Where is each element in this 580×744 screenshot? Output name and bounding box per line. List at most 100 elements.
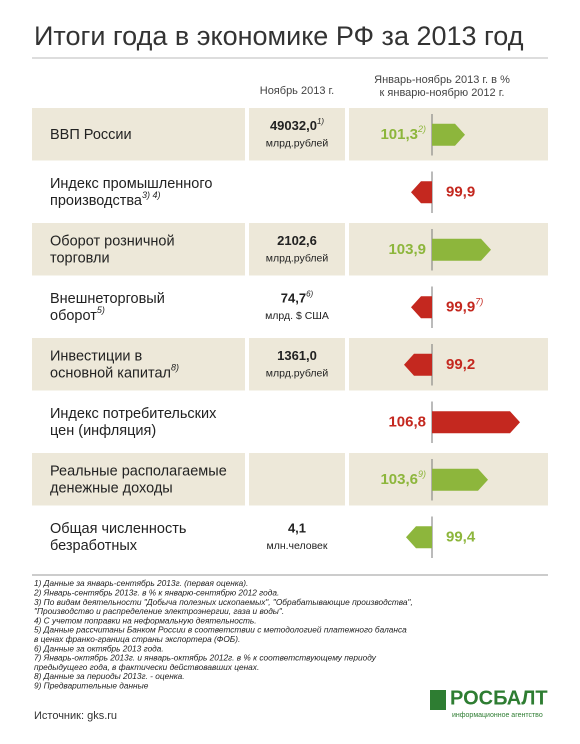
- footnote: в ценах франко-граница страны экспортера…: [34, 634, 240, 644]
- row-label: Общая численность: [50, 521, 186, 537]
- index-text: 103,9: [388, 241, 426, 258]
- label-text: Индекс промышленного: [50, 176, 212, 192]
- footnote: 5) Данные рассчитаны Банком России в соо…: [34, 625, 407, 635]
- label-text: Общая численность: [50, 521, 186, 537]
- footnote: 1) Данные за январь-сентябрь 2013г. (пер…: [34, 578, 248, 588]
- footnote: 3) По видам деятельности "Добыча полезны…: [34, 597, 413, 607]
- index-arrow: [432, 238, 491, 261]
- index-text: 99,2: [446, 356, 475, 373]
- logo-tagline: информационное агентство: [452, 712, 543, 719]
- index-label: 99,97): [446, 297, 483, 316]
- value: 74,76): [281, 289, 314, 305]
- index-arrow: [404, 353, 432, 376]
- index-arrow: [432, 411, 520, 434]
- index-arrow: [432, 468, 488, 491]
- row-bg: [249, 338, 345, 391]
- logo: РОСБАЛТ: [450, 687, 548, 709]
- footnote-ref: 5): [97, 305, 105, 315]
- value: 2102,6: [277, 233, 317, 248]
- footnote: "Производство и распределение электроэне…: [34, 606, 284, 616]
- footnote-ref: 2): [417, 124, 426, 134]
- footnote: предыдущего года, в фактически действова…: [34, 662, 259, 672]
- footnote-ref: 1): [317, 117, 324, 126]
- col-header: Январь-ноябрь 2013 г. в %: [374, 74, 510, 86]
- index-text: 106,8: [388, 413, 426, 430]
- footnote: 9) Предварительные данные: [34, 680, 149, 690]
- index-arrow: [406, 526, 432, 549]
- index-label: 101,32): [380, 124, 426, 143]
- footnote-ref: 8): [171, 363, 179, 373]
- index-text: 99,9: [446, 183, 475, 200]
- index-label: 106,8: [388, 413, 426, 430]
- row-bg: [32, 108, 245, 161]
- label-text: торговли: [50, 250, 110, 266]
- label-text: денежные доходы: [50, 480, 173, 496]
- value: 49032,01): [270, 117, 324, 133]
- label-text: оборот: [50, 308, 97, 324]
- row-bg: [32, 453, 245, 506]
- row-label: денежные доходы: [50, 480, 173, 496]
- row-bg: [32, 223, 245, 276]
- unit: млрд. $ США: [265, 310, 329, 322]
- index-label: 99,2: [446, 356, 475, 373]
- col-header: Ноябрь 2013 г.: [260, 85, 334, 97]
- row-label: Индекс потребительских: [50, 406, 217, 422]
- row-label: основной капитал8): [50, 363, 179, 381]
- label-text: цен (инфляция): [50, 423, 156, 439]
- row-label: безработных: [50, 538, 138, 554]
- source: Источник: gks.ru: [34, 710, 117, 722]
- footnote-ref: 7): [475, 297, 483, 307]
- row-bg: [32, 338, 245, 391]
- row-label: Инвестиции в: [50, 348, 143, 364]
- row-label: производства3) 4): [50, 190, 161, 208]
- label-text: Оборот розничной: [50, 233, 175, 249]
- label-text: Внешнеторговый: [50, 291, 165, 307]
- footnote: 4) С учетом поправки на неформальную дея…: [34, 615, 257, 625]
- label-text: ВВП России: [50, 127, 132, 143]
- index-label: 103,69): [380, 469, 426, 488]
- value-text: 4,1: [288, 521, 306, 536]
- value-text: 74,7: [281, 291, 306, 306]
- label-text: безработных: [50, 538, 138, 554]
- label-text: производства: [50, 193, 143, 209]
- row-bg: [249, 223, 345, 276]
- index-arrow: [432, 123, 465, 146]
- row-bg: [349, 338, 548, 391]
- index-label: 99,9: [446, 183, 475, 200]
- footnote: 7) Январь-октябрь 2013г. и январь-октябр…: [34, 653, 377, 663]
- index-text: 101,3: [380, 126, 418, 143]
- row-label: Внешнеторговый: [50, 291, 165, 307]
- value: 4,1: [288, 521, 306, 536]
- row-label: Оборот розничной: [50, 233, 175, 249]
- label-text: Реальные располагаемые: [50, 463, 227, 479]
- title: Итоги года в экономике РФ за 2013 год: [34, 21, 524, 51]
- label-text: Инвестиции в: [50, 348, 143, 364]
- index-text: 99,9: [446, 298, 475, 315]
- index-arrow: [411, 296, 432, 319]
- unit: млрд.рублей: [266, 368, 329, 380]
- label-text: основной капитал: [50, 365, 171, 381]
- unit: млрд.рублей: [266, 138, 329, 150]
- footnote-ref: 9): [418, 469, 426, 479]
- index-label: 103,9: [388, 241, 426, 258]
- row-label: торговли: [50, 250, 110, 266]
- row-label: оборот5): [50, 305, 105, 323]
- logo-icon: [430, 690, 446, 710]
- row-label: цен (инфляция): [50, 423, 156, 439]
- footnote: 8) Данные за периоды 2013г. - оценка.: [34, 671, 185, 681]
- footnote-ref: 6): [306, 289, 313, 298]
- index-text: 99,4: [446, 528, 476, 545]
- unit: млн.человек: [266, 540, 327, 552]
- value-text: 2102,6: [277, 233, 317, 248]
- label-text: Индекс потребительских: [50, 406, 217, 422]
- value-text: 49032,0: [270, 118, 317, 133]
- footnote: 2) Январь-сентябрь 2013г. в % к январю-с…: [33, 587, 279, 597]
- index-label: 99,4: [446, 528, 476, 545]
- unit: млрд.рублей: [266, 253, 329, 265]
- value-text: 1361,0: [277, 348, 317, 363]
- footnote-ref: 3) 4): [142, 190, 161, 200]
- footnote: 6) Данные за октябрь 2013 года.: [34, 643, 164, 653]
- col-header: к январю-ноябрю 2012 г.: [380, 87, 505, 99]
- row-label: ВВП России: [50, 127, 132, 143]
